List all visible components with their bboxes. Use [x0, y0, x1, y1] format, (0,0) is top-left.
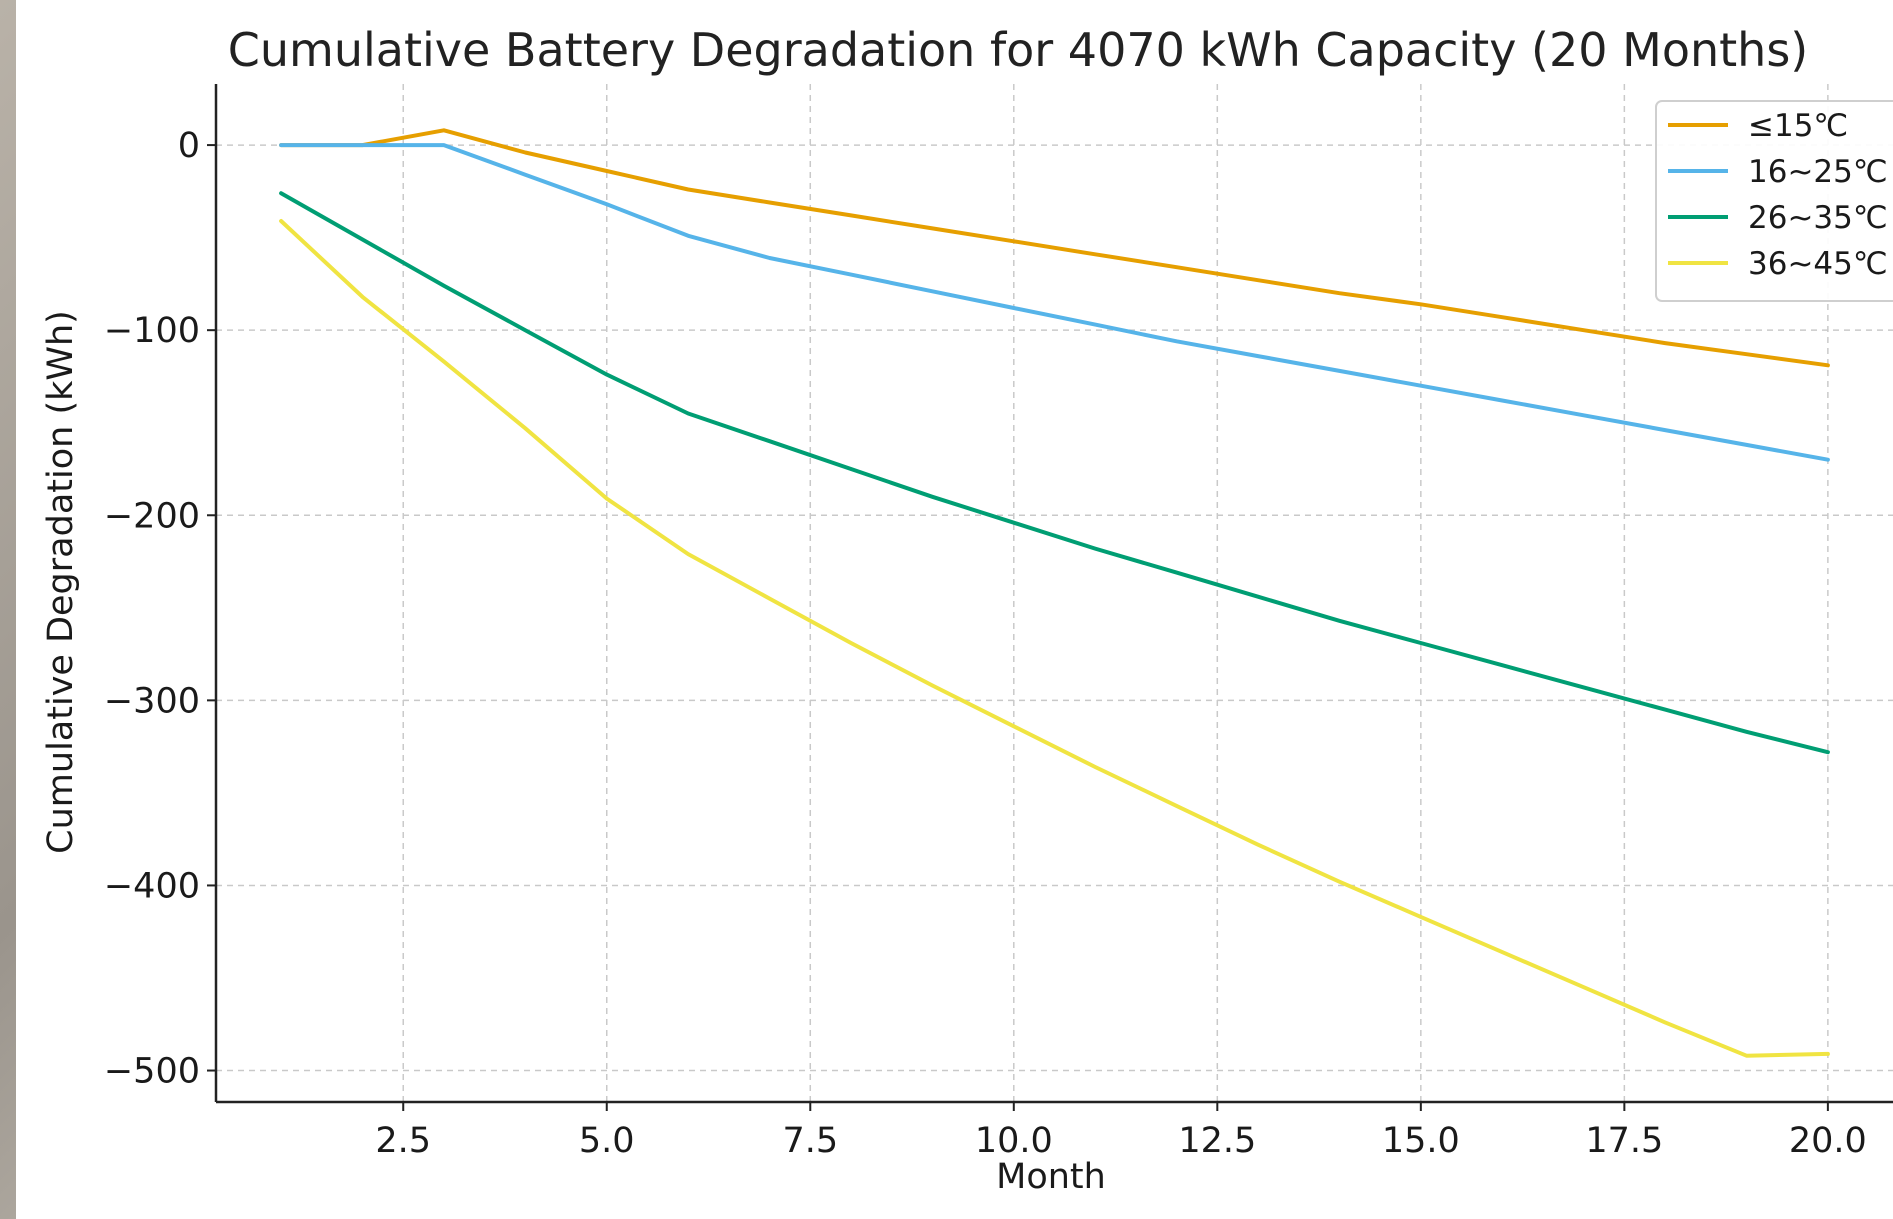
x-tick-label: 5.0: [579, 1121, 635, 1161]
chart-card: 2.5 5.0 7.5 10.0 12.5 15.0 17.5 20.0 0 −100 −200 −3…: [16, 0, 1893, 1219]
series-line-4: [279, 219, 1830, 1058]
chart-title: Cumulative Battery Degradation for 4070 …: [228, 23, 1809, 77]
y-tick-label: 0: [178, 126, 200, 166]
tick-labels: 2.5 5.0 7.5 10.0 12.5 15.0 17.5 20.0 0 −100 −200 −3…: [104, 126, 1867, 1161]
x-tick-label: 2.5: [375, 1121, 431, 1161]
legend-label: 16~25℃: [1748, 154, 1888, 190]
series-line-2: [279, 143, 1830, 462]
x-axis-title: Month: [996, 1157, 1106, 1197]
series-line-1: [279, 128, 1830, 368]
x-tick-label: 17.5: [1585, 1121, 1663, 1161]
gridlines: [216, 84, 1893, 1102]
y-tick-label: −400: [104, 866, 200, 906]
legend-label: ≤15℃: [1748, 108, 1848, 144]
x-tick-label: 7.5: [782, 1121, 838, 1161]
y-axis-title: Cumulative Degradation (kWh): [41, 310, 81, 854]
series-line-3: [279, 191, 1830, 755]
legend-label: 26~35℃: [1748, 200, 1888, 236]
y-tick-label: −100: [104, 311, 200, 351]
legend: ≤15℃ 16~25℃ 26~35℃ 36~45℃: [1655, 100, 1893, 302]
x-tick-label: 20.0: [1789, 1121, 1867, 1161]
legend-box: [1655, 100, 1893, 302]
legend-label: 36~45℃: [1748, 246, 1888, 282]
line-chart: 2.5 5.0 7.5 10.0 12.5 15.0 17.5 20.0 0 −100 −200 −3…: [41, 23, 1893, 1197]
x-tick-label: 15.0: [1382, 1121, 1460, 1161]
axes: [207, 84, 1893, 1111]
x-tick-label: 10.0: [975, 1121, 1053, 1161]
y-tick-label: −300: [104, 681, 200, 721]
y-tick-label: −200: [104, 496, 200, 536]
series-lines: [279, 128, 1830, 1058]
x-tick-label: 12.5: [1178, 1121, 1256, 1161]
y-tick-label: −500: [104, 1052, 200, 1092]
